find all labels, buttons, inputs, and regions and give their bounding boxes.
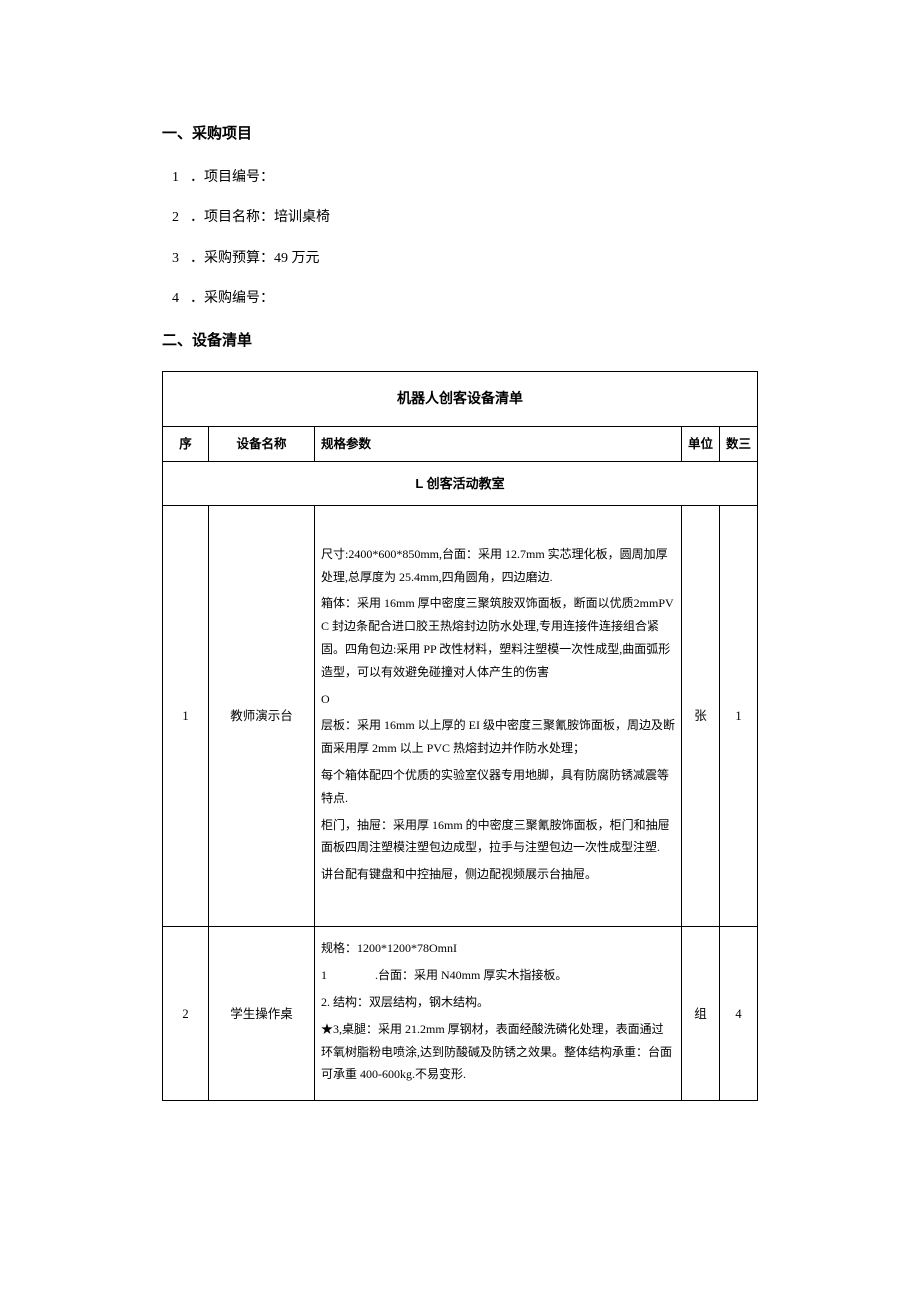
spec-line: 2. 结构：双层结构，钢木结构。 xyxy=(321,991,675,1014)
spec-line: 规格：1200*1200*78OmnI xyxy=(321,937,675,960)
spec-line: 箱体：采用 16mm 厚中密度三聚筑胺双饰面板，断面以优质2mmPVC 封边条配… xyxy=(321,592,675,683)
proc-item-2: 2．项目名称：培训桌椅 xyxy=(162,205,758,232)
spec-line: O xyxy=(321,688,675,711)
spec-line: 每个箱体配四个优质的实验室仪器专用地脚，具有防腐防锈减震等特点. xyxy=(321,764,675,810)
cell-qty: 1 xyxy=(719,506,757,927)
table-header-row: 序 设备名称 规格参数 单位 数三 xyxy=(163,426,758,462)
spec-line: 层板：采用 16mm 以上厚的 EI 级中密度三聚氰胺饰面板，周边及断面采用厚 … xyxy=(321,714,675,760)
proc-item-1: 1．项目编号： xyxy=(162,165,758,192)
proc-item-3-value: 49 万元 xyxy=(274,251,320,266)
col-name: 设备名称 xyxy=(209,426,315,462)
proc-item-3-num: 3 xyxy=(172,246,190,273)
spec-line: 柜门，抽屉：采用厚 16mm 的中密度三聚氰胺饰面板，柜门和抽屉面板四周注塑模注… xyxy=(321,814,675,860)
proc-item-3-label: ．采购预算： xyxy=(190,251,274,266)
cell-seq: 2 xyxy=(163,927,209,1101)
cell-spec: 规格：1200*1200*78OmnI 1 .台面：采用 N40mm 厚实木指接板… xyxy=(315,927,682,1101)
cell-name: 教师演示台 xyxy=(209,506,315,927)
cell-unit: 张 xyxy=(681,506,719,927)
proc-item-1-label: ．项目编号： xyxy=(190,170,274,185)
col-qty: 数三 xyxy=(719,426,757,462)
table-title-row: 机器人创客设备清单 xyxy=(163,372,758,426)
equipment-table: 机器人创客设备清单 序 设备名称 规格参数 单位 数三 L 创客活动教室 1教师… xyxy=(162,371,758,1101)
proc-item-3: 3．采购预算：49 万元 xyxy=(162,246,758,273)
proc-item-1-num: 1 xyxy=(172,165,190,192)
table-section-label: L 创客活动教室 xyxy=(163,462,758,506)
spec-line: 尺寸:2400*600*850mm,台面：采用 12.7mm 实芯理化板，圆周加… xyxy=(321,543,675,589)
cell-name: 学生操作桌 xyxy=(209,927,315,1101)
proc-item-4: 4．采购编号： xyxy=(162,286,758,313)
cell-seq: 1 xyxy=(163,506,209,927)
cell-spec: 尺寸:2400*600*850mm,台面：采用 12.7mm 实芯理化板，圆周加… xyxy=(315,506,682,927)
cell-qty: 4 xyxy=(719,927,757,1101)
proc-item-4-num: 4 xyxy=(172,286,190,313)
spec-line: 讲台配有键盘和中控抽屉，侧边配视频展示台抽屉。 xyxy=(321,863,675,886)
col-seq: 序 xyxy=(163,426,209,462)
table-row: 1教师演示台尺寸:2400*600*850mm,台面：采用 12.7mm 实芯理… xyxy=(163,506,758,927)
section-heading-equipment: 二、设备清单 xyxy=(162,327,758,356)
proc-item-2-label: ．项目名称： xyxy=(190,210,274,225)
proc-item-2-num: 2 xyxy=(172,205,190,232)
proc-item-4-label: ．采购编号： xyxy=(190,291,274,306)
col-spec: 规格参数 xyxy=(315,426,682,462)
spec-line: 1 .台面：采用 N40mm 厚实木指接板。 xyxy=(321,964,675,987)
table-section-row: L 创客活动教室 xyxy=(163,462,758,506)
col-unit: 单位 xyxy=(681,426,719,462)
spec-line: ★3,桌腿：采用 21.2mm 厚钢材，表面经酸洗磷化处理，表面通过环氧树脂粉电… xyxy=(321,1018,675,1086)
cell-unit: 组 xyxy=(681,927,719,1101)
section-heading-procurement: 一、采购项目 xyxy=(162,120,758,149)
table-title: 机器人创客设备清单 xyxy=(163,372,758,426)
proc-item-2-value: 培训桌椅 xyxy=(274,210,330,225)
table-row: 2学生操作桌规格：1200*1200*78OmnI 1 .台面：采用 N40mm … xyxy=(163,927,758,1101)
